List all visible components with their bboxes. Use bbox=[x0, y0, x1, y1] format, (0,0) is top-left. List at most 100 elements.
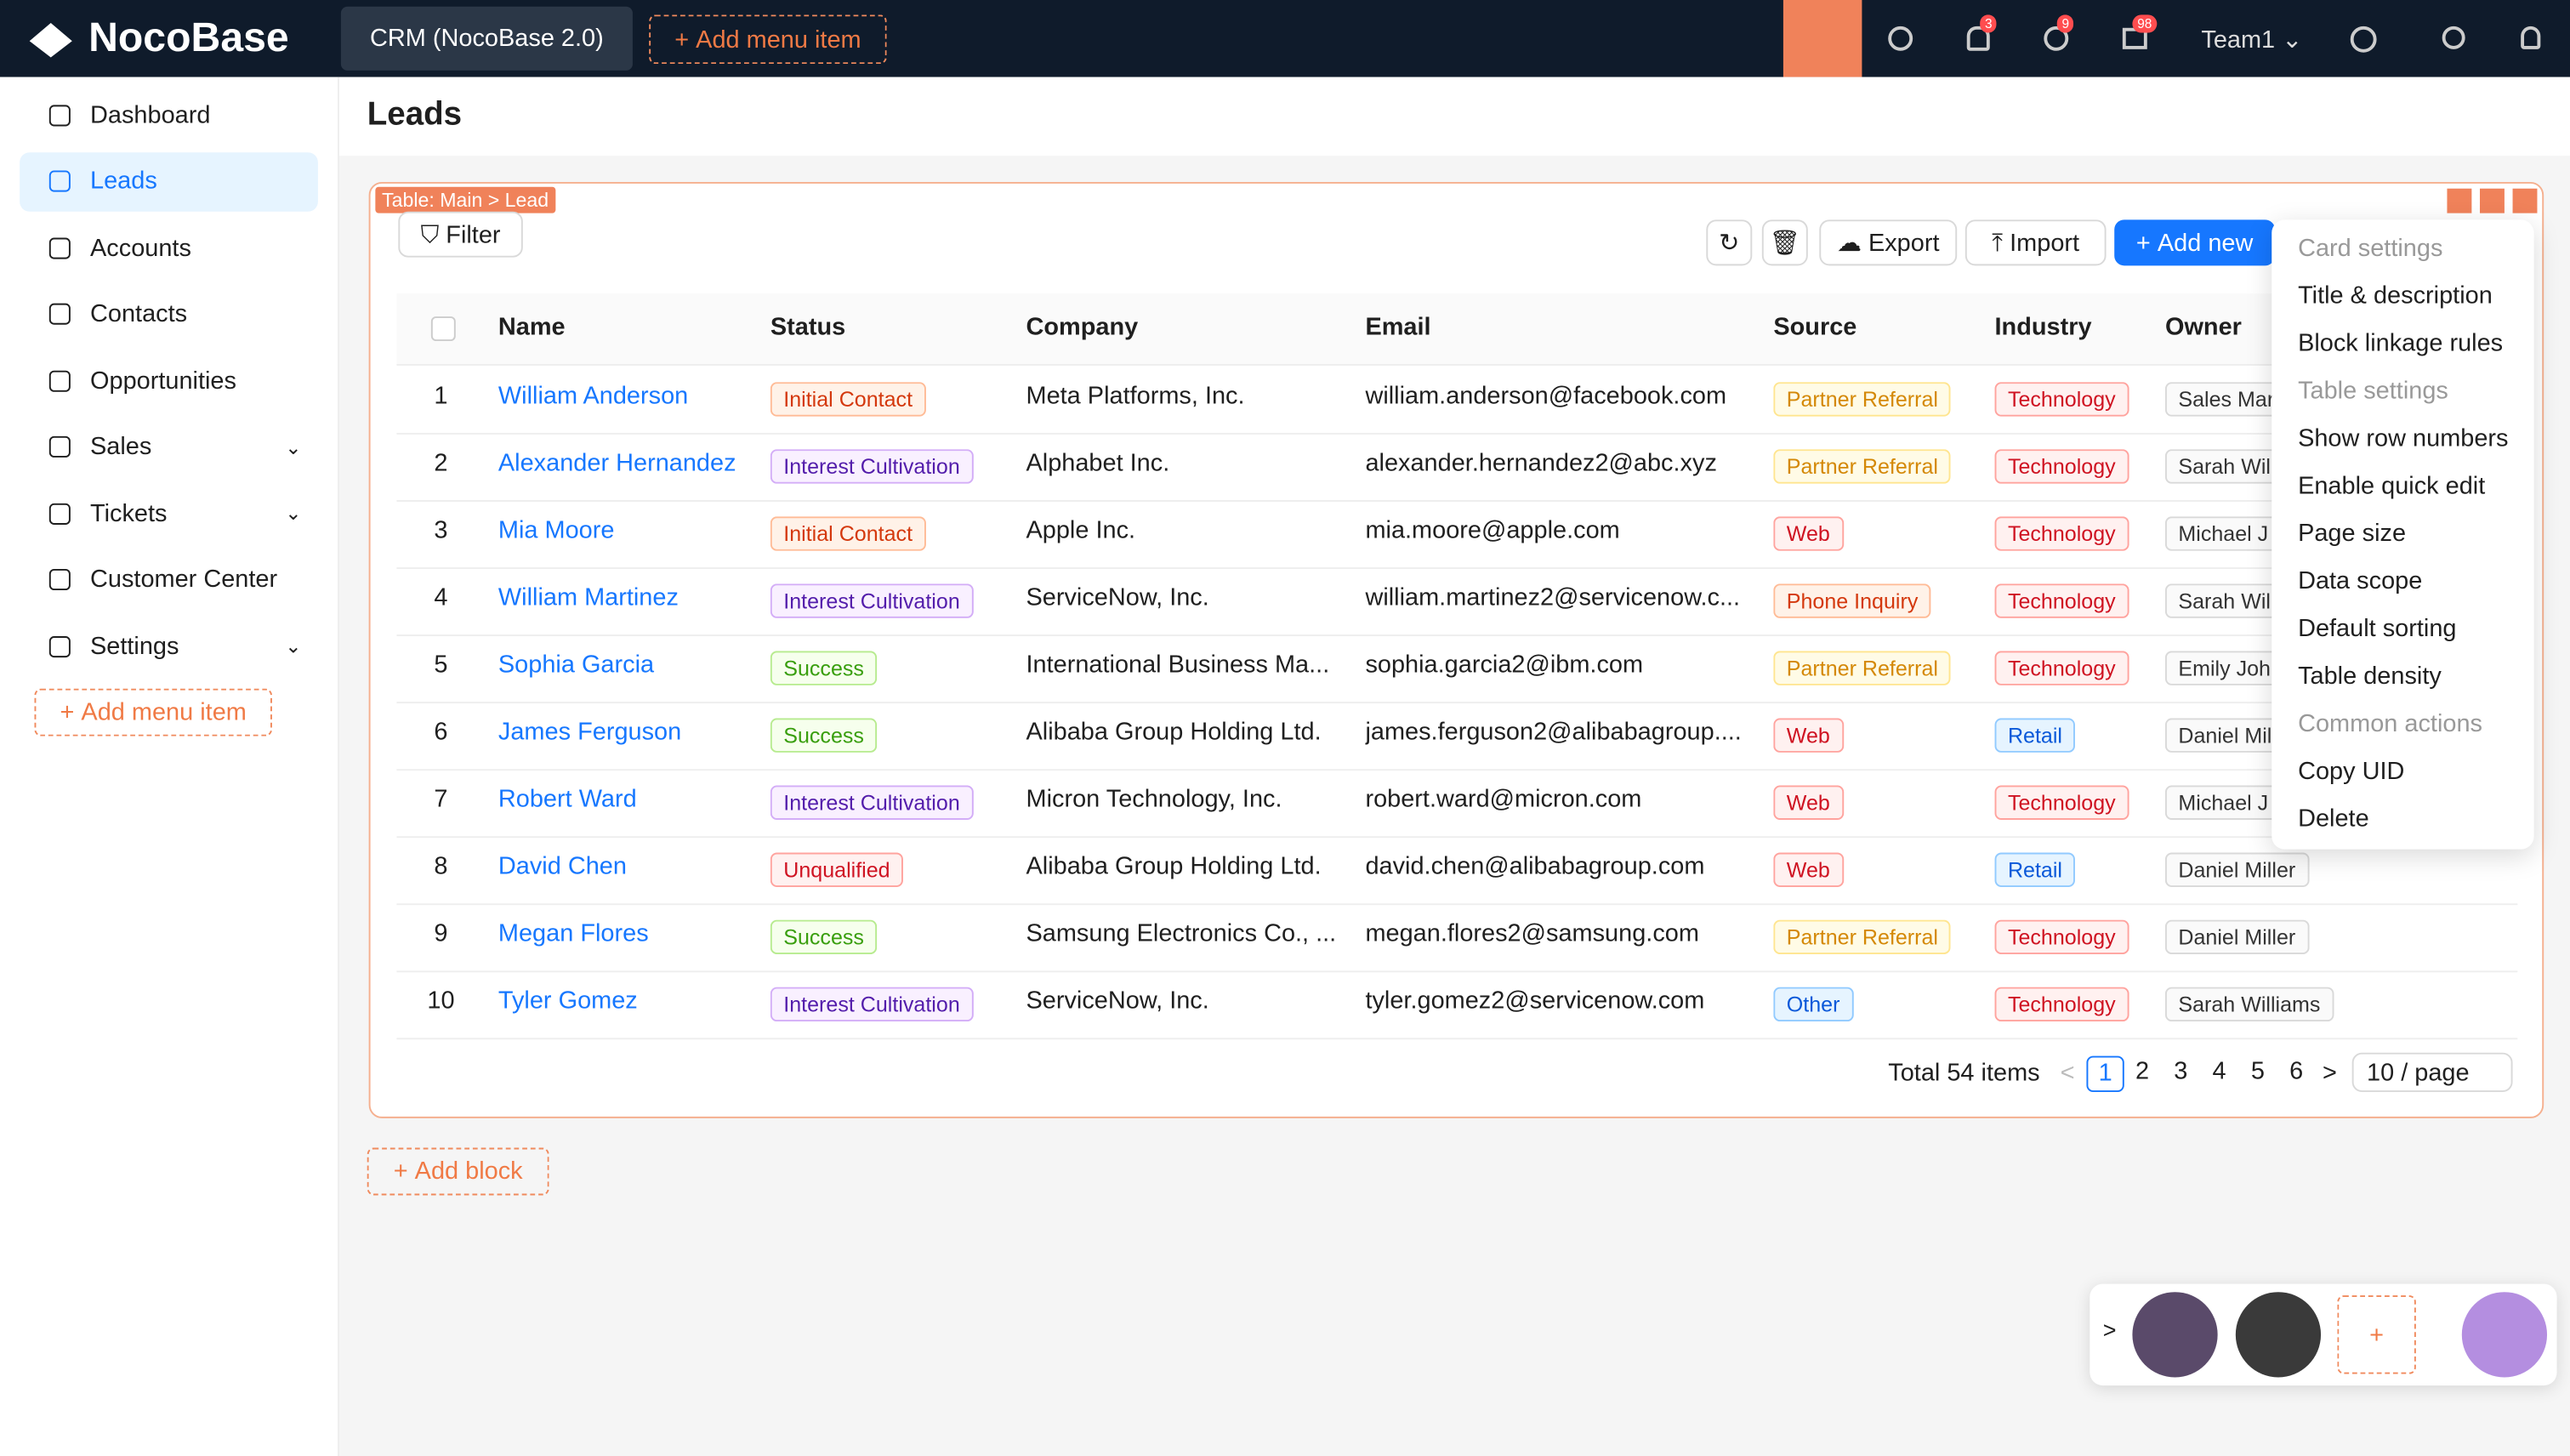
menu-option[interactable]: Table density bbox=[2298, 663, 2442, 691]
prev-page[interactable]: < bbox=[2061, 1059, 2075, 1087]
add-ai-employee[interactable]: + bbox=[2337, 1295, 2416, 1374]
block-add[interactable] bbox=[2447, 189, 2471, 213]
refresh-button[interactable]: ↻ bbox=[1706, 219, 1752, 265]
menu-option[interactable]: Page size bbox=[2298, 520, 2406, 548]
add-block[interactable]: + Add block bbox=[367, 1148, 549, 1196]
settings-icon[interactable] bbox=[1888, 26, 1913, 51]
tasks-icon[interactable]: 9 bbox=[2044, 26, 2068, 51]
import-label: Import bbox=[2010, 229, 2079, 257]
name-link[interactable]: William Martinez bbox=[498, 583, 754, 611]
name-link[interactable]: James Ferguson bbox=[498, 718, 754, 746]
menu-icon bbox=[49, 569, 71, 590]
menu-option: Card settings bbox=[2298, 235, 2442, 263]
export-button[interactable]: ☁ Export bbox=[1819, 219, 1957, 265]
cell: Samsung Electronics Co., ... bbox=[1026, 920, 1349, 948]
page-size-select[interactable]: 10 / page bbox=[2352, 1053, 2513, 1092]
page-number[interactable]: 4 bbox=[2202, 1056, 2236, 1089]
filter-button[interactable]: ⛉ Filter bbox=[398, 212, 522, 258]
collapse-arrow[interactable]: > bbox=[2103, 1317, 2117, 1343]
notifications-icon[interactable]: 3 bbox=[1967, 26, 1990, 51]
user-icon[interactable] bbox=[2521, 26, 2540, 49]
avatar-group[interactable] bbox=[2462, 1292, 2547, 1377]
menu-option[interactable]: Copy UID bbox=[2298, 758, 2404, 786]
search-icon[interactable] bbox=[2351, 26, 2377, 53]
mail-icon[interactable]: 98 bbox=[2123, 28, 2147, 49]
menu-item[interactable]: Sales⌄ bbox=[20, 418, 318, 476]
ui-editor-toggle[interactable] bbox=[1783, 0, 1862, 77]
add-menu-item[interactable]: + Add menu item bbox=[649, 14, 886, 64]
cell: Technology bbox=[1995, 583, 2149, 617]
menu-icon bbox=[49, 436, 71, 458]
team-switcher[interactable]: Team1 ⌄ bbox=[2201, 25, 2302, 54]
menu-option[interactable]: Title & description bbox=[2298, 282, 2493, 310]
menu-option[interactable]: Data scope bbox=[2298, 567, 2422, 595]
row-divider bbox=[396, 567, 2517, 569]
row-divider bbox=[396, 1038, 2517, 1039]
tag: Web bbox=[1773, 785, 1843, 819]
cell: Micron Technology, Inc. bbox=[1026, 785, 1349, 813]
page-number[interactable]: 2 bbox=[2125, 1056, 2159, 1089]
name-link[interactable]: William Anderson bbox=[498, 382, 754, 410]
cell: Apple Inc. bbox=[1026, 516, 1349, 544]
tag: Success bbox=[770, 920, 878, 954]
page-number[interactable]: 6 bbox=[2279, 1056, 2313, 1089]
tag: Web bbox=[1773, 718, 1843, 752]
logo: NocoBase bbox=[88, 14, 289, 62]
avatar[interactable] bbox=[2236, 1292, 2321, 1377]
app-switcher[interactable]: CRM (NocoBase 2.0) bbox=[341, 7, 633, 71]
cell: robert.ward@micron.com bbox=[1365, 785, 1757, 813]
avatar[interactable] bbox=[2132, 1292, 2217, 1377]
menu-item[interactable]: Customer Center bbox=[20, 550, 318, 609]
menu-item[interactable]: Tickets⌄ bbox=[20, 484, 318, 543]
page-number[interactable]: 1 bbox=[2086, 1056, 2124, 1092]
menu-item[interactable]: Settings⌄ bbox=[20, 617, 318, 675]
name-link[interactable]: Megan Flores bbox=[498, 920, 754, 948]
name-link[interactable]: Alexander Hernandez bbox=[498, 449, 754, 477]
menu-label: Tickets bbox=[90, 499, 167, 527]
menu-option[interactable]: Show row numbers bbox=[2298, 424, 2508, 452]
block-settings[interactable] bbox=[2513, 189, 2538, 213]
menu-option[interactable]: Delete bbox=[2298, 805, 2369, 833]
import-button[interactable]: ⤒ Import bbox=[1965, 219, 2107, 265]
menu-item[interactable]: Opportunities bbox=[20, 351, 318, 410]
page-number[interactable]: 5 bbox=[2241, 1056, 2275, 1089]
block-linkage[interactable] bbox=[2480, 189, 2505, 213]
menu-item[interactable]: Accounts bbox=[20, 218, 318, 276]
cell: Interest Cultivation bbox=[770, 785, 1009, 819]
select-all[interactable] bbox=[431, 316, 456, 341]
cell: sophia.garcia2@ibm.com bbox=[1365, 651, 1757, 679]
menu-option[interactable]: Default sorting bbox=[2298, 615, 2456, 643]
menu-option: Table settings bbox=[2298, 377, 2448, 405]
menu-option[interactable]: Block linkage rules bbox=[2298, 330, 2503, 358]
name-link[interactable]: Sophia Garcia bbox=[498, 651, 754, 679]
menu-item[interactable]: Dashboard bbox=[20, 85, 318, 144]
cell: Technology bbox=[1995, 449, 2149, 483]
delete-button[interactable]: 🗑 bbox=[1762, 219, 1808, 265]
row-number: 9 bbox=[396, 920, 485, 948]
page-number[interactable]: 3 bbox=[2163, 1056, 2198, 1089]
add-new-button[interactable]: + Add new bbox=[2114, 219, 2275, 265]
name-link[interactable]: Mia Moore bbox=[498, 516, 754, 544]
tag: Partner Referral bbox=[1773, 920, 1951, 954]
cell: Technology bbox=[1995, 651, 2149, 685]
name-link[interactable]: David Chen bbox=[498, 853, 754, 881]
menu-label: Dashboard bbox=[90, 101, 210, 129]
cell: william.anderson@facebook.com bbox=[1365, 382, 1757, 410]
name-link[interactable]: Robert Ward bbox=[498, 785, 754, 813]
add-menu-item[interactable]: + Add menu item bbox=[34, 689, 271, 737]
block-label: Table: Main > Lead bbox=[375, 187, 555, 213]
cell: Unqualified bbox=[770, 853, 1009, 887]
menu-item[interactable]: Contacts bbox=[20, 284, 318, 343]
menu-option[interactable]: Enable quick edit bbox=[2298, 472, 2485, 500]
cell: Daniel Miller bbox=[2165, 853, 2345, 887]
help-icon[interactable] bbox=[2442, 26, 2465, 49]
add-new-label: Add new bbox=[2158, 229, 2254, 257]
row-divider bbox=[396, 970, 2517, 972]
menu-label: Leads bbox=[90, 168, 157, 196]
tag: Technology bbox=[1995, 920, 2129, 954]
name-link[interactable]: Tyler Gomez bbox=[498, 987, 754, 1015]
next-page[interactable]: > bbox=[2323, 1059, 2337, 1087]
tag: Phone Inquiry bbox=[1773, 583, 1930, 617]
menu-item[interactable]: Leads bbox=[20, 151, 318, 210]
